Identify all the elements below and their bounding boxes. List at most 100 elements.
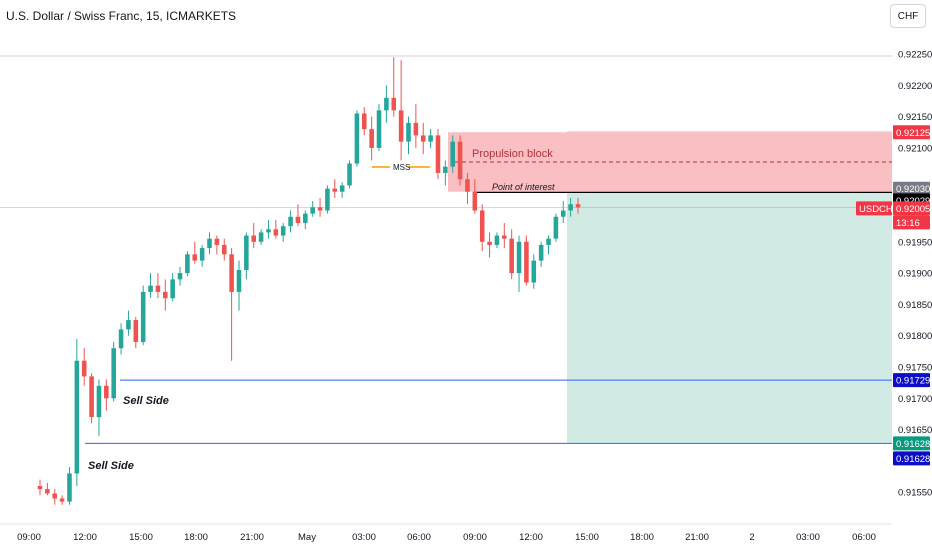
candle-body bbox=[221, 244, 227, 255]
candle bbox=[413, 104, 419, 148]
candle bbox=[133, 316, 139, 349]
price-label-text: 0.92125 bbox=[896, 128, 930, 139]
candle bbox=[118, 323, 124, 355]
candle bbox=[457, 135, 463, 186]
candle bbox=[524, 235, 529, 286]
candle-body bbox=[339, 185, 345, 192]
candle bbox=[52, 489, 58, 505]
candle-body bbox=[479, 210, 485, 242]
candle-body bbox=[273, 229, 279, 236]
candle-body bbox=[266, 229, 271, 233]
candle bbox=[494, 232, 500, 249]
candle-body bbox=[361, 113, 367, 130]
currency-button[interactable]: CHF bbox=[890, 4, 926, 28]
candle bbox=[325, 185, 330, 214]
x-tick-label: 2 bbox=[749, 532, 754, 543]
y-tick-label: 0.92150 bbox=[898, 112, 932, 123]
price-label-sell-side-1: 0.91729 bbox=[893, 373, 930, 388]
candle bbox=[502, 223, 507, 249]
chart-title: U.S. Dollar / Swiss Franc, 15, ICMARKETS bbox=[6, 9, 237, 23]
candle bbox=[221, 238, 227, 261]
candle bbox=[538, 241, 544, 267]
candle bbox=[185, 251, 190, 277]
candle bbox=[560, 201, 566, 224]
candle-body bbox=[317, 207, 323, 211]
price-label-text: 0.91628 bbox=[896, 454, 930, 465]
candle-body bbox=[465, 179, 470, 192]
candle bbox=[575, 197, 581, 214]
y-tick-label: 0.91750 bbox=[898, 363, 932, 374]
price-label-bg bbox=[856, 201, 892, 216]
candle bbox=[67, 467, 72, 505]
candle-body bbox=[391, 97, 397, 111]
price-label-text: 0.92005 bbox=[896, 204, 930, 215]
x-tick-label: 12:00 bbox=[73, 532, 97, 543]
candle bbox=[295, 204, 301, 227]
x-tick-label: 09:00 bbox=[17, 532, 41, 543]
candle-body bbox=[509, 238, 514, 274]
candle-body bbox=[369, 129, 374, 148]
candle bbox=[509, 229, 514, 280]
price-label-bg bbox=[893, 201, 930, 216]
candle bbox=[244, 232, 249, 280]
price-label-sell-side-2: 0.91628 bbox=[893, 451, 930, 466]
candle bbox=[126, 310, 131, 336]
price-label-text: 0.91729 bbox=[896, 376, 930, 387]
candle bbox=[199, 244, 205, 267]
candle-body bbox=[67, 473, 72, 502]
stop-zone bbox=[567, 131, 892, 133]
candle bbox=[140, 285, 146, 346]
mss-label: MSS bbox=[393, 163, 410, 172]
x-tick-label: May bbox=[298, 532, 316, 543]
candle-body bbox=[214, 238, 220, 245]
candle-body bbox=[332, 188, 338, 192]
sell-side-label-2: Sell Side bbox=[88, 460, 134, 472]
candle-body bbox=[472, 191, 478, 211]
y-tick-label: 0.91900 bbox=[898, 269, 932, 280]
candle bbox=[236, 260, 242, 311]
price-label-propulsion-low: 0.92030 bbox=[893, 181, 930, 196]
candle bbox=[553, 213, 559, 242]
x-tick-label: 15:00 bbox=[129, 532, 153, 543]
candle bbox=[465, 172, 470, 205]
candle-body bbox=[155, 285, 161, 292]
candle-body bbox=[494, 235, 500, 245]
candle-body bbox=[244, 235, 249, 270]
candle-body bbox=[516, 241, 522, 274]
candle bbox=[45, 482, 50, 496]
candle bbox=[406, 116, 411, 155]
candle bbox=[273, 219, 279, 239]
candle bbox=[568, 197, 573, 217]
candle-body bbox=[111, 348, 116, 399]
candle bbox=[479, 204, 485, 252]
x-tick-label: 03:00 bbox=[796, 532, 820, 543]
price-label-target: 0.91628 bbox=[893, 436, 930, 451]
price-label-propulsion-high: 0.92125 bbox=[893, 125, 930, 140]
candle bbox=[104, 379, 109, 411]
y-tick-label: 0.92250 bbox=[898, 50, 932, 61]
candle bbox=[428, 129, 433, 148]
x-tick-label: 21:00 bbox=[240, 532, 264, 543]
candle-body bbox=[553, 216, 559, 239]
candle bbox=[332, 179, 338, 198]
x-tick-label: 18:00 bbox=[630, 532, 654, 543]
sell-side-label-1: Sell Side bbox=[123, 395, 169, 407]
candle-body bbox=[163, 291, 168, 299]
x-tick-label: 03:00 bbox=[352, 532, 376, 543]
candle bbox=[354, 110, 360, 167]
candle bbox=[177, 266, 183, 286]
y-tick-label: 0.91550 bbox=[898, 488, 932, 499]
y-tick-label: 0.91700 bbox=[898, 394, 932, 405]
candle bbox=[391, 57, 397, 117]
candle bbox=[229, 248, 234, 361]
candle bbox=[546, 235, 551, 255]
candle-body bbox=[568, 204, 573, 211]
candle bbox=[155, 273, 161, 299]
price-label-bg bbox=[893, 181, 930, 196]
candle bbox=[89, 373, 94, 424]
candle-body bbox=[52, 493, 58, 499]
candle-body bbox=[398, 110, 404, 142]
candle-body bbox=[280, 226, 286, 236]
candle bbox=[170, 273, 175, 302]
